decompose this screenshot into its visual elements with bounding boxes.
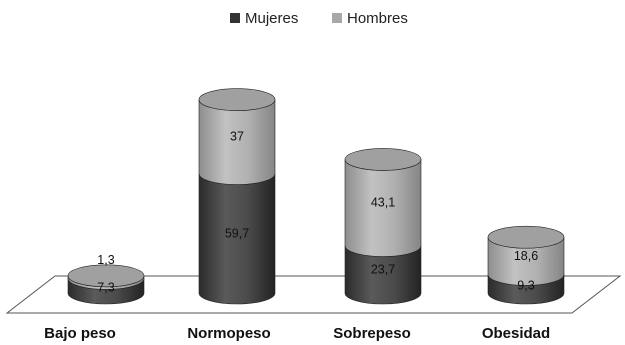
bar-top-cap-bajo-peso xyxy=(67,264,145,288)
legend-label-mujeres: Mujeres xyxy=(245,10,298,27)
bar-obesidad: 9,3 18,6 xyxy=(487,225,565,305)
legend-label-hombres: Hombres xyxy=(347,10,408,27)
data-label-hombres-sobrepeso: 43,1 xyxy=(371,196,395,210)
data-label-mujeres-sobrepeso: 23,7 xyxy=(371,262,395,276)
legend-swatch-hombres xyxy=(332,13,342,23)
data-label-hombres-bajo-peso: 1,3 xyxy=(97,253,114,267)
category-label-normopeso: Normopeso xyxy=(187,325,270,342)
bar-normopeso: 59,7 37 xyxy=(198,88,276,305)
bar-top-cap-obesidad xyxy=(487,225,565,249)
category-label-obesidad: Obesidad xyxy=(482,325,550,342)
bars-group: 7,3 1,3 59,7 37 23,7 43,1 9,3 18,6 xyxy=(67,88,565,305)
data-label-hombres-obesidad: 18,6 xyxy=(514,249,538,263)
bar-bajo-peso: 7,3 1,3 xyxy=(67,253,145,305)
category-label-sobrepeso: Sobrepeso xyxy=(333,325,411,342)
bar-sobrepeso: 23,7 43,1 xyxy=(344,148,422,305)
bar-top-cap-sobrepeso xyxy=(344,148,422,171)
category-label-bajo-peso: Bajo peso xyxy=(44,325,116,342)
legend-swatch-mujeres xyxy=(230,13,240,23)
bar-top-cap-normopeso xyxy=(198,88,276,111)
legend: Mujeres Hombres xyxy=(230,10,408,27)
data-label-mujeres-bajo-peso: 7,3 xyxy=(97,281,114,295)
chart-floor xyxy=(5,275,622,314)
data-label-mujeres-normopeso: 59,7 xyxy=(225,226,249,240)
data-label-hombres-normopeso: 37 xyxy=(230,130,244,144)
category-labels: Bajo peso Normopeso Sobrepeso Obesidad xyxy=(44,325,550,342)
data-label-mujeres-obesidad: 9,3 xyxy=(517,279,534,293)
